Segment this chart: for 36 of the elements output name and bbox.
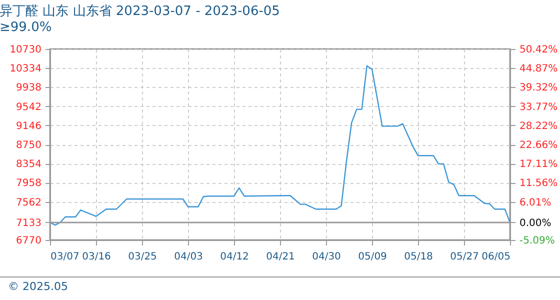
x-tick-label: 04/03 <box>174 252 203 262</box>
y-tick-label: 6770 <box>16 236 42 246</box>
x-tick-label: 04/12 <box>220 252 249 262</box>
y-tick-label: 8354 <box>16 159 42 170</box>
y-tick-label: 7562 <box>16 197 42 208</box>
x-tick-label: 06/05 <box>482 252 510 262</box>
y-tick-label: 9542 <box>16 102 42 113</box>
x-tick-label: 03/16 <box>82 252 111 262</box>
x-tick-label: 05/09 <box>358 252 387 262</box>
text: © 2025.05 <box>8 280 68 293</box>
y2-tick-label: 33.77% <box>520 102 558 113</box>
x-tick-label: 05/27 <box>450 252 479 262</box>
y2-tick-label: 6.01% <box>520 197 552 208</box>
x-tick-label: 05/18 <box>404 252 433 262</box>
x-tick-label: 03/25 <box>128 252 157 262</box>
chart-subtitle: ≥99.0% <box>0 20 52 35</box>
y2-tick-label: 22.66% <box>520 140 558 152</box>
y-tick-label: 7133 <box>16 218 42 229</box>
y2-tick-label: 11.56% <box>520 178 558 190</box>
chart-title: 异丁醛 山东 山东省 2023-03-07 - 2023-06-05 <box>0 4 280 19</box>
y2-tick-label: 39.32% <box>520 82 558 94</box>
x-tick-label: 04/21 <box>266 252 295 262</box>
x-tick-label: 04/30 <box>312 252 341 262</box>
y-tick-label: 10730 <box>10 44 42 56</box>
y-tick-label: 10334 <box>10 64 42 75</box>
y-tick-label: 9938 <box>16 82 42 94</box>
y2-tick-label: 0.00% <box>520 218 552 229</box>
x-tick-label: 03/07 <box>50 252 80 262</box>
y-tick-label: 7958 <box>16 178 42 190</box>
y-tick-label: 8750 <box>16 140 42 151</box>
y2-tick-label: 44.87% <box>520 64 558 75</box>
y-tick-label: 9146 <box>16 120 42 132</box>
y2-tick-label: -5.09% <box>520 236 555 246</box>
y2-tick-label: 17.11% <box>520 159 558 170</box>
y2-tick-label: 50.42% <box>520 44 558 56</box>
y2-tick-label: 28.22% <box>520 120 558 132</box>
